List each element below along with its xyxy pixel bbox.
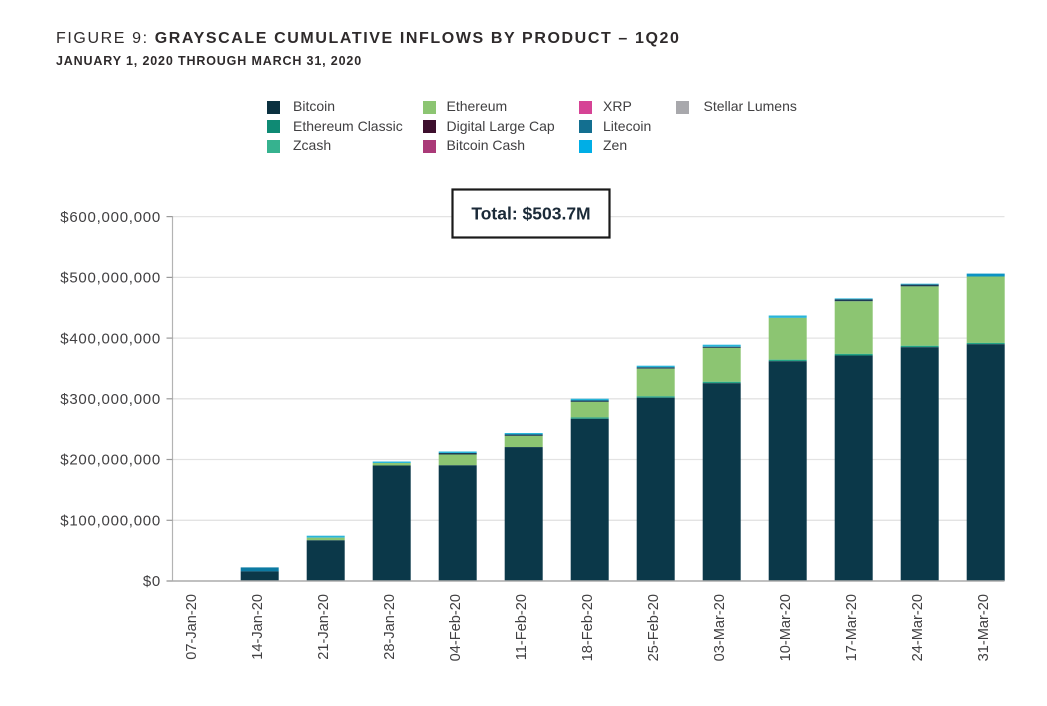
svg-text:11-Feb-20: 11-Feb-20 — [514, 594, 530, 660]
svg-text:10-Mar-20: 10-Mar-20 — [778, 594, 794, 661]
svg-text:07-Jan-20: 07-Jan-20 — [184, 594, 200, 660]
svg-text:$300,000,000: $300,000,000 — [60, 391, 161, 408]
svg-text:$600,000,000: $600,000,000 — [60, 209, 161, 226]
svg-text:31-Mar-20: 31-Mar-20 — [976, 594, 992, 661]
svg-text:25-Feb-20: 25-Feb-20 — [646, 594, 662, 661]
svg-text:$400,000,000: $400,000,000 — [60, 330, 161, 347]
svg-text:$100,000,000: $100,000,000 — [60, 513, 161, 530]
svg-text:$500,000,000: $500,000,000 — [60, 270, 161, 287]
svg-text:21-Jan-20: 21-Jan-20 — [316, 594, 332, 660]
svg-text:$200,000,000: $200,000,000 — [60, 452, 161, 469]
svg-text:17-Mar-20: 17-Mar-20 — [844, 594, 860, 661]
svg-text:14-Jan-20: 14-Jan-20 — [250, 594, 266, 660]
svg-text:24-Mar-20: 24-Mar-20 — [910, 594, 926, 661]
svg-text:03-Mar-20: 03-Mar-20 — [712, 594, 728, 661]
svg-text:Total: $503.7M: Total: $503.7M — [471, 204, 590, 224]
svg-text:18-Feb-20: 18-Feb-20 — [580, 594, 596, 661]
svg-text:28-Jan-20: 28-Jan-20 — [382, 594, 398, 660]
svg-text:04-Feb-20: 04-Feb-20 — [448, 594, 464, 661]
svg-text:$0: $0 — [143, 573, 161, 590]
